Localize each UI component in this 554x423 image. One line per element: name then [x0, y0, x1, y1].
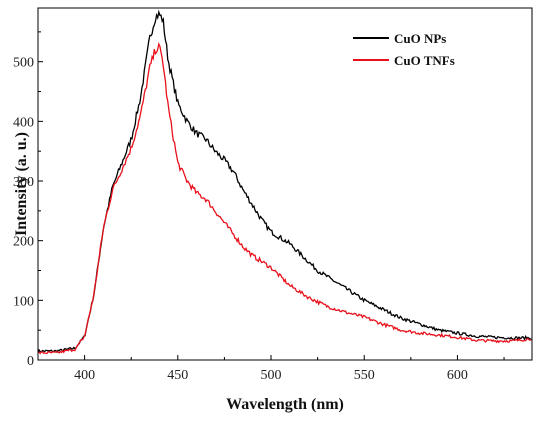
x-tick-label: 500: [261, 368, 282, 383]
y-tick-label: 400: [13, 115, 34, 130]
y-tick-label: 200: [13, 235, 34, 250]
x-axis: 400 450 500 550 600: [37, 355, 505, 383]
y-tick-label: 100: [13, 294, 34, 309]
y-tick-label: 500: [13, 56, 34, 71]
y-axis: 0 100 200 300 400 500: [13, 31, 43, 369]
plot-frame: [37, 7, 533, 361]
legend-label: CuO TNFs: [394, 53, 455, 68]
y-tick-label: 0: [27, 354, 34, 369]
plot-area: [38, 9, 532, 355]
series-line-2: [38, 41, 532, 355]
x-tick-label: 600: [447, 368, 468, 383]
x-tick-label: 450: [167, 368, 188, 383]
x-tick-label: 550: [354, 368, 375, 383]
series-line-1: [38, 9, 532, 354]
y-axis-title: Intensity (a. u.): [13, 132, 30, 236]
legend-label: CuO NPs: [394, 31, 446, 46]
x-axis-title: Wavelength (nm): [226, 396, 344, 413]
x-tick-label: 400: [74, 368, 95, 383]
legend: CuO NPs CuO TNFs: [353, 31, 455, 68]
y-tick-label: 300: [13, 175, 34, 190]
